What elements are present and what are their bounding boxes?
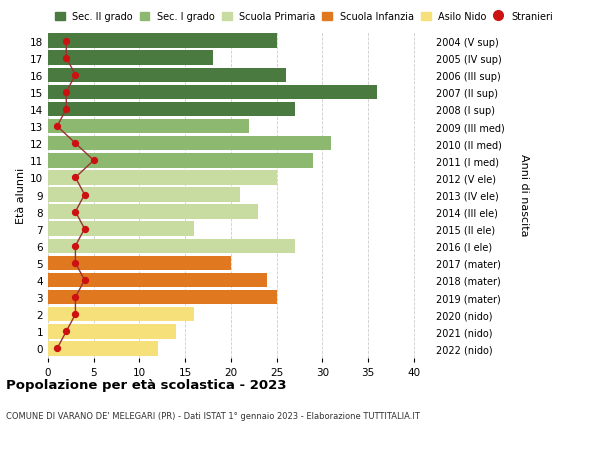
Bar	[48, 205, 258, 219]
Bar	[48, 325, 176, 339]
Bar	[48, 51, 212, 66]
Bar	[48, 102, 295, 117]
Point	[71, 294, 80, 301]
Bar	[48, 273, 268, 288]
Point	[89, 157, 98, 165]
Text: COMUNE DI VARANO DE' MELEGARI (PR) - Dati ISTAT 1° gennaio 2023 - Elaborazione T: COMUNE DI VARANO DE' MELEGARI (PR) - Dat…	[6, 411, 420, 420]
Bar	[48, 120, 249, 134]
Point	[61, 89, 71, 96]
Bar	[48, 290, 277, 305]
Point	[71, 174, 80, 182]
Point	[61, 328, 71, 335]
Point	[71, 243, 80, 250]
Point	[80, 191, 89, 199]
Point	[61, 55, 71, 62]
Point	[71, 72, 80, 79]
Bar	[48, 171, 277, 185]
Y-axis label: Età alunni: Età alunni	[16, 167, 26, 223]
Bar	[48, 34, 277, 49]
Point	[61, 106, 71, 113]
Bar	[48, 341, 158, 356]
Point	[71, 311, 80, 318]
Bar	[48, 256, 231, 270]
Bar	[48, 307, 194, 322]
Point	[80, 225, 89, 233]
Bar	[48, 239, 295, 253]
Y-axis label: Anni di nascita: Anni di nascita	[519, 154, 529, 236]
Bar	[48, 68, 286, 83]
Point	[71, 208, 80, 216]
Point	[71, 140, 80, 147]
Bar	[48, 85, 377, 100]
Bar	[48, 222, 194, 236]
Point	[52, 123, 62, 130]
Text: Popolazione per età scolastica - 2023: Popolazione per età scolastica - 2023	[6, 378, 287, 391]
Bar	[48, 154, 313, 168]
Point	[71, 260, 80, 267]
Point	[61, 38, 71, 45]
Bar	[48, 137, 331, 151]
Point	[52, 345, 62, 353]
Bar	[48, 188, 240, 202]
Point	[80, 277, 89, 284]
Legend: Sec. II grado, Sec. I grado, Scuola Primaria, Scuola Infanzia, Asilo Nido, Stran: Sec. II grado, Sec. I grado, Scuola Prim…	[53, 10, 554, 24]
